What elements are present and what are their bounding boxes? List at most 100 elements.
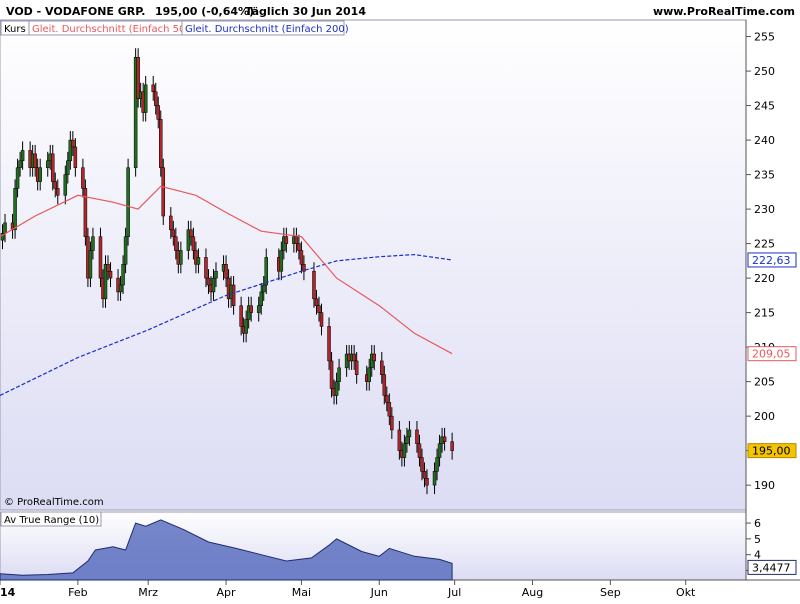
legend: Kurs Gleit. Durchschnitt (Einfach 50) Gl… <box>0 20 349 36</box>
ma50-line <box>0 185 453 355</box>
candle-body <box>108 270 113 279</box>
price-panel[interactable] <box>0 19 747 511</box>
atr-legend-label: Av True Range (10) <box>4 515 99 526</box>
candle-body <box>3 222 7 234</box>
candle-body <box>159 119 163 168</box>
candle-body <box>329 360 334 389</box>
candle-body <box>169 215 173 231</box>
price-axis-tick-label: 215 <box>754 307 775 320</box>
candle-body <box>103 264 108 300</box>
candle-body <box>143 84 148 113</box>
candle-body <box>244 319 248 334</box>
price-change: 195,00 (-0,64%) <box>155 5 254 18</box>
candle-body <box>372 353 377 362</box>
candle-body <box>211 277 216 293</box>
time-axis-tick-label: 2014 <box>0 586 16 599</box>
copyright-label: © ProRealTime.com <box>4 497 104 508</box>
candle-body <box>206 277 211 286</box>
candle-body <box>337 367 341 382</box>
price-axis-tick-label: 190 <box>754 479 775 492</box>
candle-body <box>390 415 394 431</box>
candle-body <box>71 139 75 148</box>
time-axis-tick-label: Feb <box>68 586 87 599</box>
price-axis <box>746 20 800 580</box>
candle-body <box>284 236 289 244</box>
close-last-value-label: 195,00 <box>752 445 791 458</box>
atr-legend-tag <box>0 511 102 527</box>
ma200-last-value-box <box>747 252 797 268</box>
candle-body <box>38 167 42 182</box>
candle-body <box>380 360 384 375</box>
candle-body <box>156 105 160 120</box>
price-axis-tick-label: 230 <box>754 203 775 216</box>
candle-body <box>171 229 176 237</box>
price-axis-tick-label: 205 <box>754 376 775 389</box>
price-axis-tick-label: 225 <box>754 238 775 251</box>
candle-body <box>314 298 319 306</box>
candle-body <box>81 167 85 189</box>
candle-body <box>417 443 422 458</box>
ma50-last-value-label: 209,05 <box>752 348 791 361</box>
candle-body <box>73 146 78 168</box>
website-label: www.ProRealTime.com <box>653 5 795 18</box>
time-axis-tick-label: Sep <box>600 586 621 599</box>
candle-body <box>68 139 73 162</box>
candle-body <box>189 229 193 237</box>
candle-body <box>33 153 37 168</box>
candle-body <box>425 478 429 486</box>
candle-body <box>422 471 427 479</box>
candle-body <box>91 236 95 251</box>
ma50-last-value-box <box>747 346 797 362</box>
time-axis-tick-label: Mai <box>292 586 311 599</box>
candle-body <box>153 91 158 106</box>
header-bar <box>0 0 800 20</box>
atr-area <box>0 519 453 581</box>
candle-body <box>261 284 266 293</box>
candle-body <box>196 257 201 265</box>
candle-body <box>50 153 55 182</box>
candle-body <box>249 305 253 313</box>
candle-body <box>279 250 284 272</box>
candle-body <box>297 243 301 251</box>
legend-ma200-label: Gleit. Durchschnitt (Einfach 200) <box>185 24 349 35</box>
candle-body <box>397 429 402 451</box>
legend-price-label: Kurs <box>4 24 26 35</box>
candle-body <box>13 188 17 231</box>
candle-body <box>98 236 103 279</box>
candle-body <box>56 188 60 196</box>
candle-body <box>437 443 442 458</box>
time-axis-tick-label: Mrz <box>138 586 158 599</box>
instrument-title: VOD - VODAFONE GRP. <box>6 5 145 18</box>
candle-body <box>88 250 93 279</box>
candle-body <box>299 250 304 265</box>
candle-body <box>385 395 389 403</box>
candle-body <box>450 441 454 451</box>
candle-body <box>66 160 70 175</box>
candle-body <box>354 360 359 375</box>
candle-body <box>121 264 125 286</box>
candle-body <box>334 381 339 396</box>
candle-body <box>352 353 356 362</box>
candle-body <box>442 436 447 442</box>
candle-body <box>118 284 123 293</box>
candle-body <box>402 443 407 458</box>
time-axis-tick-label: Okt <box>676 586 696 599</box>
price-axis-tick-label: 235 <box>754 169 775 182</box>
candle-body <box>405 436 409 444</box>
candle-body <box>407 429 412 438</box>
candle-body <box>179 250 183 265</box>
candle-body <box>151 84 155 93</box>
candle-body <box>312 270 316 300</box>
price-axis-tick-label: 255 <box>754 31 775 44</box>
ma200-line <box>0 253 453 396</box>
candle-body <box>231 284 236 306</box>
candle-body <box>317 305 321 313</box>
candle-body <box>123 236 128 265</box>
candle-body <box>161 167 166 217</box>
candle-body <box>239 305 243 327</box>
price-axis-tick-label: 240 <box>754 134 775 147</box>
candle-body <box>319 312 324 327</box>
candle-body <box>18 160 22 168</box>
candle-body <box>214 270 218 279</box>
